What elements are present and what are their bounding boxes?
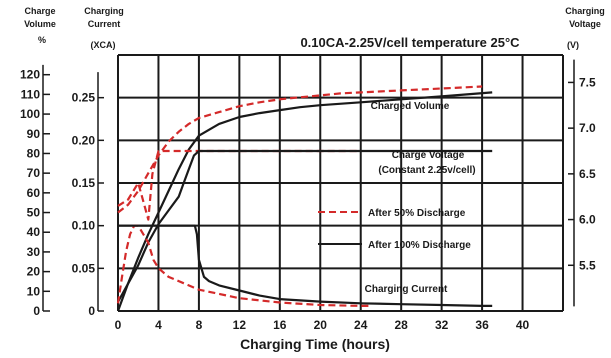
series-charged-volume-after-50-discharge — [117, 85, 483, 214]
volume-tick-label: 10 — [27, 284, 41, 298]
volume-tick-label: 60 — [27, 186, 41, 200]
x-tick-label: 8 — [196, 318, 203, 332]
volume-tick-label: 80 — [27, 146, 41, 160]
x-tick-label: 24 — [354, 318, 368, 332]
x-axis-label: Charging Time (hours) — [240, 336, 390, 352]
voltage-axis-label-line-2: Voltage — [569, 19, 601, 29]
current-tick-label: 0.10 — [72, 219, 96, 233]
series-charged-volume-after-100-discharge — [116, 91, 493, 312]
axes: 0 4 8 12 16 20 24 28 32 36 40 0 10 20 30 40 50 60 70 80 90 10… — [20, 59, 596, 332]
voltage-tick-label: 6.5 — [579, 167, 596, 181]
current-tick-label: 0.25 — [72, 91, 96, 105]
legend-label-100: After 100% Discharge — [368, 240, 471, 251]
legend-label-50: After 50% Discharge — [368, 208, 466, 219]
volume-tick-label: 70 — [27, 166, 41, 180]
current-tick-label: 0 — [88, 304, 95, 318]
x-tick-label: 4 — [155, 318, 162, 332]
annotation-charge-voltage: Charge Voltage — [392, 150, 465, 161]
voltage-axis-unit: (V) — [567, 40, 579, 50]
annotation-charged-volume: Charged Volume — [371, 101, 450, 112]
series-charging-current-after-50-discharge — [116, 224, 371, 307]
voltage-tick-label: 7.5 — [579, 75, 596, 89]
x-tick-label: 0 — [115, 318, 122, 332]
current-axis-unit: (XCA) — [91, 40, 116, 50]
volume-tick-label: 110 — [21, 87, 41, 101]
x-tick-label: 20 — [314, 318, 328, 332]
volume-tick-label: 30 — [27, 245, 41, 259]
chart-title: 0.10CA-2.25V/cell temperature 25°C — [300, 35, 520, 50]
x-tick-label: 36 — [475, 318, 489, 332]
series-group — [116, 85, 493, 312]
series-charge-voltage-after-50-discharge — [117, 149, 361, 221]
voltage-axis-label-line-1: Charging — [565, 6, 605, 16]
current-axis-label-line-2: Current — [88, 19, 121, 29]
series-charge-voltage-after-100-discharge — [117, 149, 493, 303]
x-tick-label: 12 — [233, 318, 247, 332]
volume-axis-label-line-2: Volume — [24, 19, 56, 29]
voltage-tick-label: 5.5 — [579, 258, 596, 272]
volume-tick-label: 120 — [20, 68, 40, 82]
current-axis-label-line-1: Charging — [84, 6, 124, 16]
volume-tick-label: 100 — [20, 107, 40, 121]
legend: After 50% Discharge After 100% Discharge — [318, 208, 471, 251]
current-tick-label: 0.05 — [72, 261, 96, 275]
annotation-constant-note: (Constant 2.25v/cell) — [378, 165, 475, 176]
x-tick-label: 16 — [273, 318, 287, 332]
grid — [117, 54, 564, 312]
x-tick-label: 32 — [435, 318, 449, 332]
volume-axis-label-line-3: % — [38, 35, 46, 45]
annotation-charging-current: Charging Current — [365, 284, 448, 295]
volume-axis-label-line-1: Charge — [24, 6, 55, 16]
x-tick-label: 28 — [395, 318, 409, 332]
volume-tick-label: 0 — [33, 304, 40, 318]
current-tick-label: 0.15 — [72, 176, 96, 190]
volume-tick-label: 20 — [27, 265, 41, 279]
volume-tick-label: 90 — [27, 127, 41, 141]
current-tick-label: 0.20 — [72, 133, 96, 147]
x-tick-label: 40 — [516, 318, 530, 332]
volume-tick-label: 40 — [27, 225, 41, 239]
series-charging-current-after-100-discharge — [118, 224, 493, 307]
voltage-tick-label: 7.0 — [579, 121, 596, 135]
volume-tick-label: 50 — [27, 206, 41, 220]
voltage-tick-label: 6.0 — [579, 213, 596, 227]
